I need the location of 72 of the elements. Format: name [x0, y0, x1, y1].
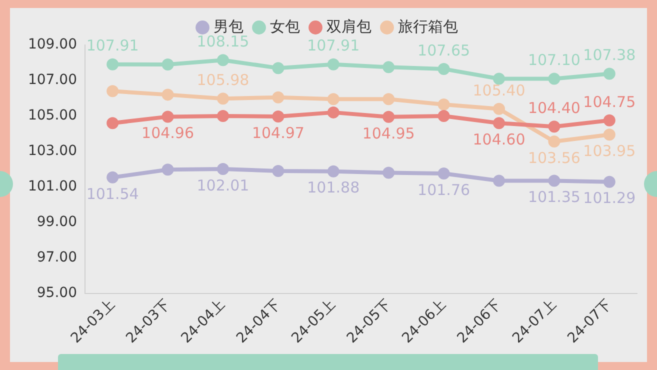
point [492, 117, 505, 130]
point [603, 68, 616, 80]
point [272, 91, 284, 104]
y-tick-label: 101.00 [28, 178, 77, 195]
point [272, 62, 284, 74]
data-label: 104.95 [362, 124, 415, 142]
data-label: 101.54 [86, 184, 139, 203]
point [327, 58, 340, 70]
point [438, 98, 450, 110]
data-label: 105.40 [472, 81, 526, 100]
data-label: 103.95 [583, 142, 636, 160]
data-label: 101.29 [583, 189, 636, 208]
point [106, 85, 119, 98]
point [162, 88, 174, 101]
data-label: 102.01 [196, 176, 250, 194]
data-label: 104.60 [472, 130, 526, 148]
point [216, 163, 229, 176]
data-label: 107.10 [528, 51, 580, 70]
point [548, 174, 560, 187]
point [603, 128, 616, 141]
point [327, 93, 340, 106]
point [162, 58, 174, 71]
point [106, 171, 119, 184]
y-tick-label: 103.00 [28, 143, 77, 160]
data-label: 107.91 [86, 36, 139, 55]
point [438, 62, 450, 75]
point [106, 58, 119, 70]
point [382, 166, 395, 179]
point [382, 61, 395, 74]
point [327, 165, 340, 178]
data-label: 107.65 [418, 41, 470, 60]
point [548, 72, 560, 85]
y-tick-label: 105.00 [28, 108, 77, 124]
y-tick-label: 107.00 [28, 72, 77, 88]
point [216, 110, 229, 122]
data-label: 101.35 [528, 188, 580, 206]
point [548, 120, 560, 133]
point [492, 72, 505, 85]
legend-label: 女包 [270, 17, 300, 36]
point [382, 93, 395, 106]
point [162, 164, 174, 176]
point [162, 110, 174, 123]
data-label: 104.96 [142, 124, 194, 142]
point [603, 114, 616, 126]
data-label: 104.75 [583, 92, 636, 111]
data-label: 104.97 [252, 124, 304, 142]
point [106, 117, 119, 130]
point [382, 110, 395, 123]
point [438, 110, 450, 122]
point [438, 167, 450, 180]
point [216, 54, 229, 66]
y-tick-label: 95.00 [36, 285, 77, 302]
data-label: 103.56 [528, 148, 580, 167]
data-label: 101.76 [418, 180, 470, 199]
y-tick-label: 97.00 [36, 250, 77, 266]
point [492, 174, 505, 187]
legend-label: 旅行箱包 [398, 17, 458, 36]
y-tick-label: 109.00 [28, 36, 77, 53]
point [548, 136, 560, 148]
data-label: 105.98 [196, 70, 250, 89]
data-label: 107.38 [583, 46, 636, 64]
point [327, 106, 340, 118]
point [272, 110, 284, 123]
data-label: 104.40 [528, 99, 580, 118]
point [492, 102, 505, 115]
data-label: 101.88 [307, 178, 360, 197]
point [603, 176, 616, 188]
point [216, 92, 229, 105]
y-tick-label: 99.00 [36, 214, 77, 230]
legend-label: 双肩包 [326, 17, 372, 36]
data-label: 107.91 [307, 36, 360, 55]
point [272, 165, 284, 178]
